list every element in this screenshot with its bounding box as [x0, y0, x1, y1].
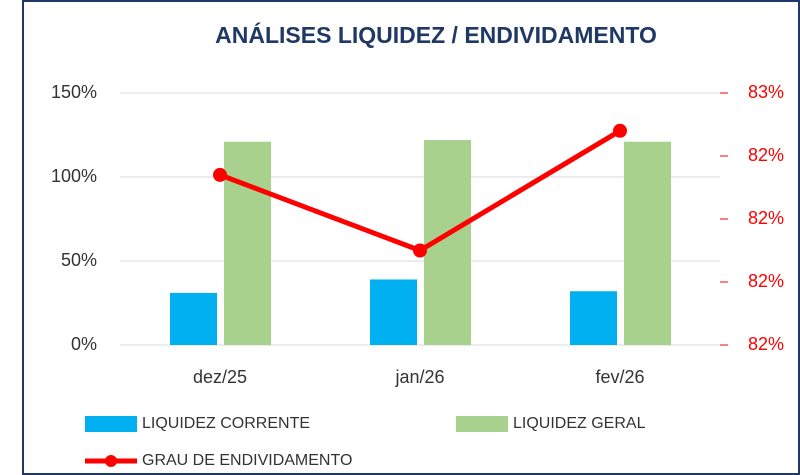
y-tick-label: 50%	[61, 250, 97, 270]
y2-tick-label: 82%	[748, 271, 784, 291]
legend-label: LIQUIDEZ CORRENTE	[142, 415, 310, 432]
legend-swatch	[456, 416, 508, 432]
chart-title: ANÁLISES LIQUIDEZ / ENDIVIDAMENTO	[215, 21, 657, 48]
legend-label: GRAU DE ENDIVIDAMENTO	[142, 452, 352, 469]
y-tick-label: 100%	[51, 166, 97, 186]
legend-swatch	[85, 416, 137, 432]
bar	[570, 291, 617, 345]
bar	[170, 292, 217, 345]
y-tick-label: 0%	[71, 334, 97, 354]
y2-tick-label: 83%	[748, 82, 784, 102]
bar	[224, 141, 271, 345]
y2-tick-label: 82%	[748, 334, 784, 354]
x-tick-label: jan/26	[394, 367, 444, 387]
y-tick-label: 150%	[51, 82, 97, 102]
bar	[624, 141, 671, 345]
legend-swatch-marker	[105, 455, 117, 467]
chart-frame	[22, 0, 800, 475]
legend-label: LIQUIDEZ GERAL	[513, 415, 646, 432]
line-marker	[613, 123, 627, 138]
line-marker	[213, 167, 227, 182]
y2-tick-label: 82%	[748, 208, 784, 228]
x-tick-label: dez/25	[193, 367, 247, 387]
y2-tick-label: 82%	[748, 145, 784, 165]
bar	[370, 279, 417, 345]
x-tick-label: fev/26	[595, 367, 644, 387]
line-marker	[413, 243, 427, 258]
